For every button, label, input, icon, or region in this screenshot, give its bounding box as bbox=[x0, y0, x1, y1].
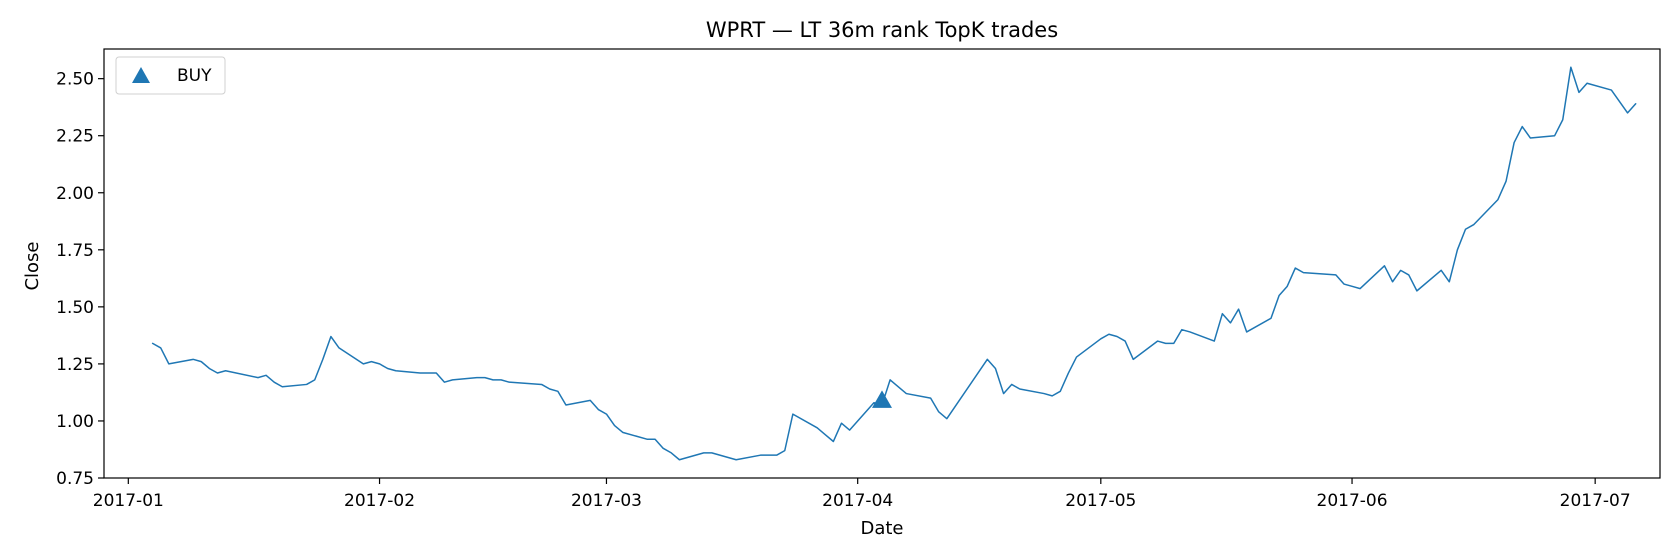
close-price-line bbox=[151, 66, 1637, 461]
y-tick-label: 2.25 bbox=[56, 127, 94, 147]
y-tick-label: 1.00 bbox=[56, 412, 94, 432]
x-tick-label: 2017-01 bbox=[93, 491, 164, 511]
x-tick-label: 2017-06 bbox=[1317, 491, 1388, 511]
plot-frame bbox=[103, 48, 1661, 479]
x-tick-label: 2017-05 bbox=[1065, 491, 1136, 511]
x-tick-label: 2017-02 bbox=[344, 491, 415, 511]
legend-box bbox=[115, 56, 226, 95]
legend: BUY bbox=[115, 56, 226, 95]
markers-layer bbox=[872, 390, 892, 408]
x-axis: 2017-01 2017-02 2017-03 2017-04 2017-05 2017-… bbox=[93, 478, 1631, 511]
legend-buy-label: BUY bbox=[177, 66, 212, 86]
y-tick-label: 1.50 bbox=[56, 298, 94, 318]
series-layer bbox=[151, 66, 1637, 461]
y-tick-label: 2.00 bbox=[56, 184, 94, 204]
y-tick-label: 0.75 bbox=[56, 469, 94, 489]
y-axis-title: Close bbox=[22, 241, 43, 290]
y-axis: 0.75 1.00 1.25 1.50 1.75 2.00 2.25 2.50 bbox=[56, 70, 104, 489]
chart-title: WPRT — LT 36m rank TopK trades bbox=[706, 18, 1058, 42]
x-tick-label: 2017-04 bbox=[822, 491, 893, 511]
legend-buy-marker bbox=[132, 67, 150, 83]
y-tick-label: 2.50 bbox=[56, 70, 94, 90]
x-tick-label: 2017-07 bbox=[1560, 491, 1631, 511]
buy-marker bbox=[872, 390, 892, 408]
plot-area: 2017-01 2017-02 2017-03 2017-04 2017-05 2017-… bbox=[56, 48, 1661, 511]
x-tick-label: 2017-03 bbox=[571, 491, 642, 511]
x-axis-title: Date bbox=[860, 518, 903, 539]
y-tick-label: 1.75 bbox=[56, 241, 94, 261]
y-tick-label: 1.25 bbox=[56, 355, 94, 375]
